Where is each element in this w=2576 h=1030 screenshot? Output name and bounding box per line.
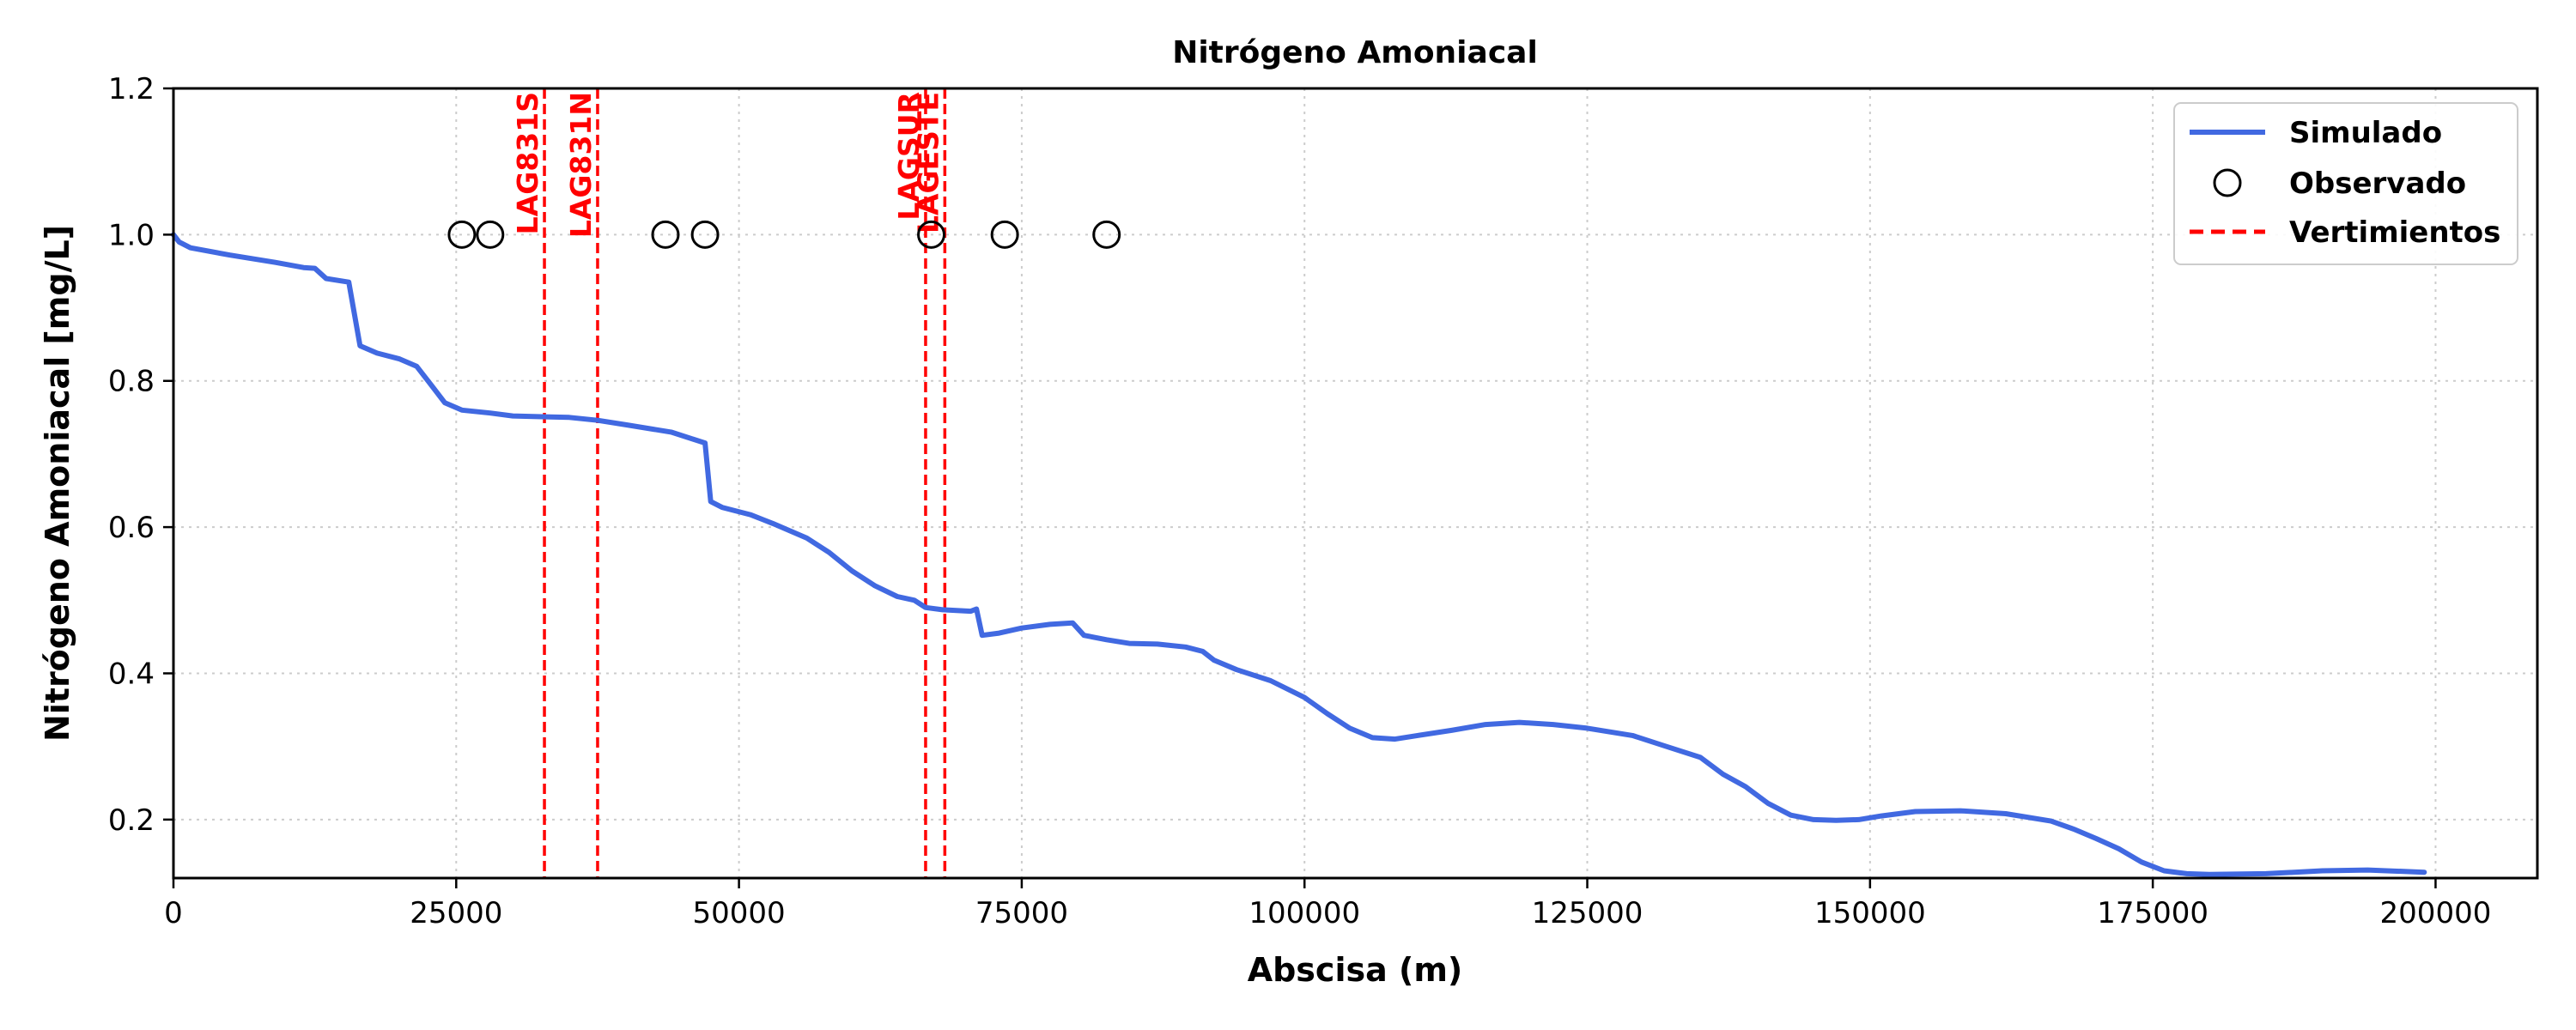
x-tick-label: 125000: [1532, 896, 1643, 930]
plot-frame: [172, 87, 2539, 880]
legend-swatch-observado: [2213, 168, 2242, 197]
x-tick-label: 150000: [1814, 896, 1926, 930]
x-tick-label: 200000: [2380, 896, 2492, 930]
y-axis-label: Nitrógeno Amoniacal [mg/L]: [39, 225, 76, 742]
series-line-simulado: [171, 232, 2427, 877]
legend-label-vertimientos: Vertimientos: [2289, 215, 2500, 250]
x-tick-label: 25000: [410, 896, 502, 930]
observed-point: [917, 220, 946, 249]
observed-points: [447, 220, 1121, 249]
observed-point: [690, 220, 720, 249]
y-tick-label: 0.2: [108, 803, 155, 838]
x-tick-label: 100000: [1249, 896, 1360, 930]
discharge-label: LAGSUR: [892, 92, 926, 221]
observed-point: [476, 220, 505, 249]
observed-point: [447, 220, 477, 249]
observed-point: [651, 220, 680, 249]
y-tick-label: 0.8: [108, 365, 155, 399]
y-tick-label: 0.6: [108, 511, 155, 545]
y-tick-label: 0.4: [108, 657, 155, 691]
x-axis-label: Abscisa (m): [1248, 951, 1463, 989]
discharge-label: LAG831N: [564, 92, 598, 238]
legend-frame: [2173, 102, 2518, 265]
legend-label-observado: Observado: [2289, 167, 2466, 201]
observed-point: [1092, 220, 1121, 249]
x-tick-label: 0: [164, 896, 183, 930]
discharge-label: LAGESTE: [911, 92, 945, 233]
y-axis-ticks: 0.2 0.4 0.6 0.8 1.0 1.2: [108, 72, 173, 838]
discharge-label: LAG831S: [511, 92, 544, 234]
y-tick-label: 1.0: [108, 218, 155, 252]
legend-label-simulado: Simulado: [2289, 116, 2442, 150]
observed-point: [990, 220, 1019, 249]
x-axis-ticks: 0 25000 50000 75000 100000 125000 150000 175000…: [164, 878, 2491, 930]
x-tick-label: 75000: [975, 896, 1068, 930]
y-tick-label: 1.2: [108, 72, 155, 106]
x-tick-label: 50000: [693, 896, 786, 930]
plot-area: [171, 232, 2427, 877]
chart-title: Nitrógeno Amoniacal: [1172, 35, 1538, 70]
legend: Simulado Observado Vertimientos: [2173, 102, 2518, 265]
x-tick-label: 175000: [2097, 896, 2208, 930]
